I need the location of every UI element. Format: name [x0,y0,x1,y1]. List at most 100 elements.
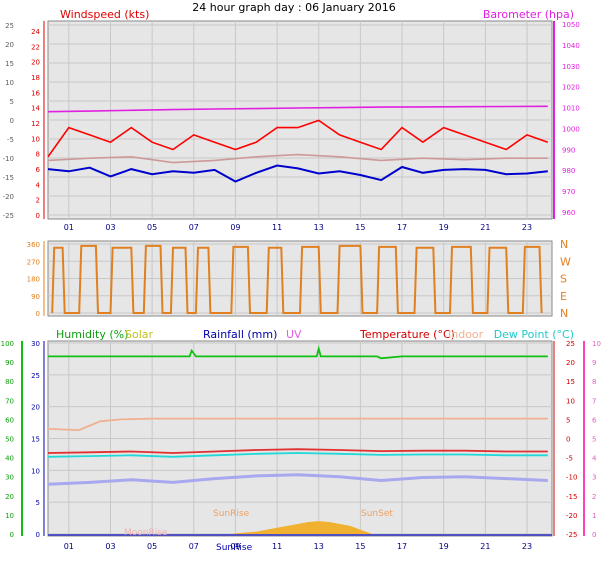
x-tick-label: 19 [439,223,449,232]
x-tick-label: 13 [314,223,324,232]
x-tick-label: 15 [355,223,365,232]
wind-left-outer-tick: -15 [3,174,14,182]
wind-left-outer-tick: -25 [3,212,14,220]
temp-tick: -25 [566,531,577,539]
humidity-axis-label: Humidity (%) [56,328,128,341]
dewpoint-axis-label: Dew Point (°C) [494,328,574,341]
barometer-axis-label: Barometer (hpa) [483,8,574,21]
x-tick-label: 09 [230,542,240,551]
dir-left-tick: 90 [31,293,40,301]
baro-right-tick: 1020 [562,84,580,92]
baro-right-tick: 990 [562,146,575,154]
uv-tick: 7 [592,397,596,405]
temp-ticks-group: 1009080706050403020100302520151050252015… [1,340,601,539]
x-tick-label: 11 [272,542,282,551]
x-tick-label: 03 [105,223,115,232]
x-tick-label: 23 [522,542,532,551]
wind-left-inner-tick: 20 [31,59,40,67]
wind-left-inner-tick: 8 [36,151,40,159]
uv-tick: 0 [592,531,596,539]
dir-right-tick: N [560,238,568,251]
temp-tick: 20 [566,359,575,367]
wind-left-inner-tick: 12 [31,120,40,128]
series-gust [47,119,549,158]
dir-right-tick: W [560,255,571,268]
wind-gridlines: 01 03 05 07 09 11 13 15 17 19 21 23 [48,21,552,232]
uv-tick: 3 [592,474,596,482]
uv-tick: 6 [592,416,597,424]
wind-left-inner-tick: 6 [36,166,41,174]
x-tick-label: 01 [64,223,74,232]
baro-right-tick: 1040 [562,42,580,50]
dir-right-tick: S [560,273,567,286]
humidity-tick: 0 [10,531,14,539]
series-dew-point [47,452,548,458]
solar-axis-label: Solar [125,328,154,341]
dir-left-tick: 360 [27,241,40,249]
wind-left-outer-tick: -20 [3,193,14,201]
wind-left-outer-tick: 0 [10,117,14,125]
baro-right-tick: 1000 [562,125,580,133]
temp-tick: 10 [566,397,575,405]
series-humidity [48,345,548,360]
x-tick-label: 13 [314,542,324,551]
baro-right-tick: 1010 [562,105,580,113]
sunrise-annotation: SunRise [213,509,250,519]
uv-tick: 1 [592,512,596,520]
series-wind-speed [47,164,548,183]
dir-left-tick: 0 [36,310,40,318]
rainfall-tick: 25 [31,372,40,380]
humidity-tick: 60 [5,416,14,424]
humidity-tick: 20 [5,493,14,501]
x-tick-label: 11 [272,223,282,232]
temp-gridlines: 01 03 05 07 09 11 13 15 17 19 21 23 [48,341,552,551]
temp-tick: 5 [566,416,570,424]
wind-left-inner-tick: 10 [31,135,40,143]
x-tick-label: 23 [522,223,532,232]
wind-left-inner-tick: 14 [31,105,40,113]
series-temperature [47,448,548,454]
x-tick-label: 01 [64,542,74,551]
x-tick-label: 17 [397,542,407,551]
moonrise-annotation: MoonRise [124,528,168,538]
wind-left-inner-tick: 24 [31,28,40,36]
series-average [47,153,548,164]
temp-tick: -5 [566,455,573,463]
wind-left-inner-tick: 16 [31,89,40,97]
humidity-tick: 50 [5,436,14,444]
wind-left-inner-tick: 18 [31,74,40,82]
direction-series-group [51,244,543,314]
rainfall-tick: 10 [31,467,40,475]
wind-left-outer-tick: -5 [7,136,14,144]
x-tick-label: 05 [147,542,157,551]
humidity-tick: 90 [5,359,14,367]
x-tick-label: 21 [480,223,490,232]
sunset-annotation: SunSet [361,509,393,519]
indoor-axis-label: Indoor [448,328,484,341]
x-tick-label: 17 [397,223,407,232]
dir-right-tick: N [560,307,568,320]
temperature-axis-label: Temperature (°C) [359,328,455,341]
rainfall-tick: 5 [36,499,40,507]
series-wind-direction [51,244,543,314]
uv-tick: 8 [592,378,596,386]
wind-left-outer-tick: 25 [5,22,14,30]
wind-left-inner-tick: 2 [36,197,40,205]
sunrise-axis-annotation: SunRise [216,543,253,553]
dir-left-tick: 270 [27,258,40,266]
humidity-tick: 30 [5,474,14,482]
dir-left-tick: 180 [27,276,40,284]
temp-tick: 25 [566,340,575,348]
x-tick-label: 05 [147,223,157,232]
humidity-tick: 80 [5,378,14,386]
humidity-tick: 70 [5,397,14,405]
rainfall-tick: 30 [31,340,40,348]
x-tick-label: 03 [105,542,115,551]
wind-left-inner-tick: 4 [36,181,41,189]
temp-tick: 15 [566,378,575,386]
x-tick-label: 07 [189,223,199,232]
humidity-tick: 100 [1,340,14,348]
baro-right-tick: 970 [562,188,575,196]
